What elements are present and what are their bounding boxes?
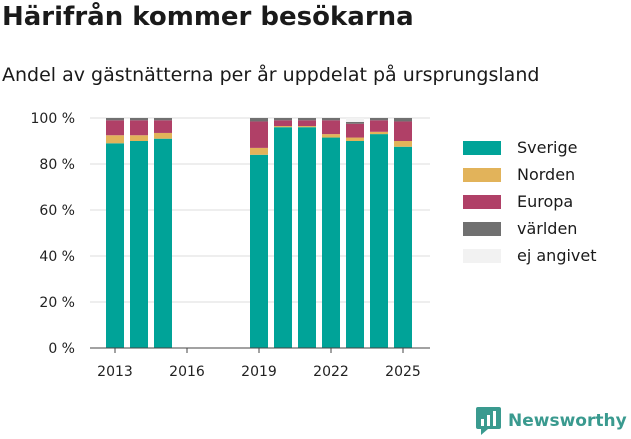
bar-segment-europa xyxy=(106,120,124,136)
bar-segment-europa xyxy=(346,123,364,138)
bar-segment-norden xyxy=(154,132,172,139)
y-tick-label: 60 % xyxy=(39,203,75,219)
bar-segment-världen xyxy=(154,118,172,121)
bar-segment-europa xyxy=(370,120,388,132)
legend-swatch xyxy=(463,167,501,182)
y-tick-label: 40 % xyxy=(39,249,75,265)
bar-segment-världen xyxy=(250,118,268,122)
bar-segment-sverige xyxy=(154,138,172,348)
bar-segment-världen xyxy=(274,118,292,121)
bar-segment-världen xyxy=(106,118,124,121)
bar-segment-europa xyxy=(394,121,412,141)
legend-item: Sverige xyxy=(463,134,597,161)
bar-segment-världen xyxy=(370,118,388,121)
bar-segment-sverige xyxy=(106,143,124,348)
legend-label: Europa xyxy=(517,192,574,211)
bar-segment-norden xyxy=(250,147,268,155)
bar-segment-norden xyxy=(370,131,388,135)
legend-item: världen xyxy=(463,215,597,242)
bar-segment-sverige xyxy=(274,127,292,348)
legend-swatch xyxy=(463,194,501,209)
bar-segment-norden xyxy=(106,135,124,144)
bar-segment-norden xyxy=(346,137,364,141)
bar-segment-europa xyxy=(322,120,340,135)
legend-swatch xyxy=(463,248,501,263)
legend-swatch xyxy=(463,221,501,236)
y-tick-label: 80 % xyxy=(39,157,75,173)
chart-subtitle: Andel av gästnätterna per år uppdelat på… xyxy=(2,64,540,86)
x-tick-label: 2019 xyxy=(241,364,277,380)
newsworthy-logo-text: Newsworthy xyxy=(508,411,627,431)
bar-segment-världen xyxy=(346,121,364,124)
legend-swatch xyxy=(463,140,501,155)
bar-segment-sverige xyxy=(130,141,148,348)
newsworthy-logo: Newsworthy xyxy=(476,407,627,435)
y-tick-label: 100 % xyxy=(31,111,75,127)
bar-segment-europa xyxy=(154,120,172,133)
bar-segment-sverige xyxy=(322,137,340,348)
bar-segment-världen xyxy=(394,118,412,122)
legend: Sverige Norden Europa världen ej angivet xyxy=(463,134,597,269)
bar-segment-norden xyxy=(274,126,292,128)
legend-label: ej angivet xyxy=(517,246,597,265)
bar-segment-sverige xyxy=(394,146,412,348)
bar-segment-norden xyxy=(394,141,412,147)
x-tick-label: 2025 xyxy=(385,364,421,380)
y-tick-label: 0 % xyxy=(48,341,75,357)
bar-segment-sverige xyxy=(298,127,316,348)
bar-segment-sverige xyxy=(346,141,364,348)
bar-segment-norden xyxy=(322,134,340,138)
legend-item: Europa xyxy=(463,188,597,215)
newsworthy-logo-icon xyxy=(476,407,501,435)
y-tick-label: 20 % xyxy=(39,295,75,311)
bar-segment-europa xyxy=(250,121,268,148)
bar-segment-världen xyxy=(130,118,148,121)
legend-label: Sverige xyxy=(517,138,578,157)
x-tick-label: 2013 xyxy=(97,364,133,380)
bar-segment-europa xyxy=(298,120,316,127)
bar-segment-världen xyxy=(298,118,316,121)
legend-label: världen xyxy=(517,219,578,238)
bar-segment-sverige xyxy=(250,154,268,348)
x-tick-label: 2022 xyxy=(313,364,349,380)
legend-item: ej angivet xyxy=(463,242,597,269)
bar-segment-europa xyxy=(130,120,148,136)
bar-segment-norden xyxy=(298,126,316,128)
bar-segment-norden xyxy=(130,135,148,141)
chart-title: Härifrån kommer besökarna xyxy=(2,2,414,32)
bar-segment-ej-angivet xyxy=(346,118,364,122)
legend-label: Norden xyxy=(517,165,576,184)
legend-item: Norden xyxy=(463,161,597,188)
bar-segment-europa xyxy=(274,120,292,127)
bar-segment-världen xyxy=(322,118,340,121)
bar-segment-sverige xyxy=(370,134,388,348)
x-tick-label: 2016 xyxy=(169,364,205,380)
